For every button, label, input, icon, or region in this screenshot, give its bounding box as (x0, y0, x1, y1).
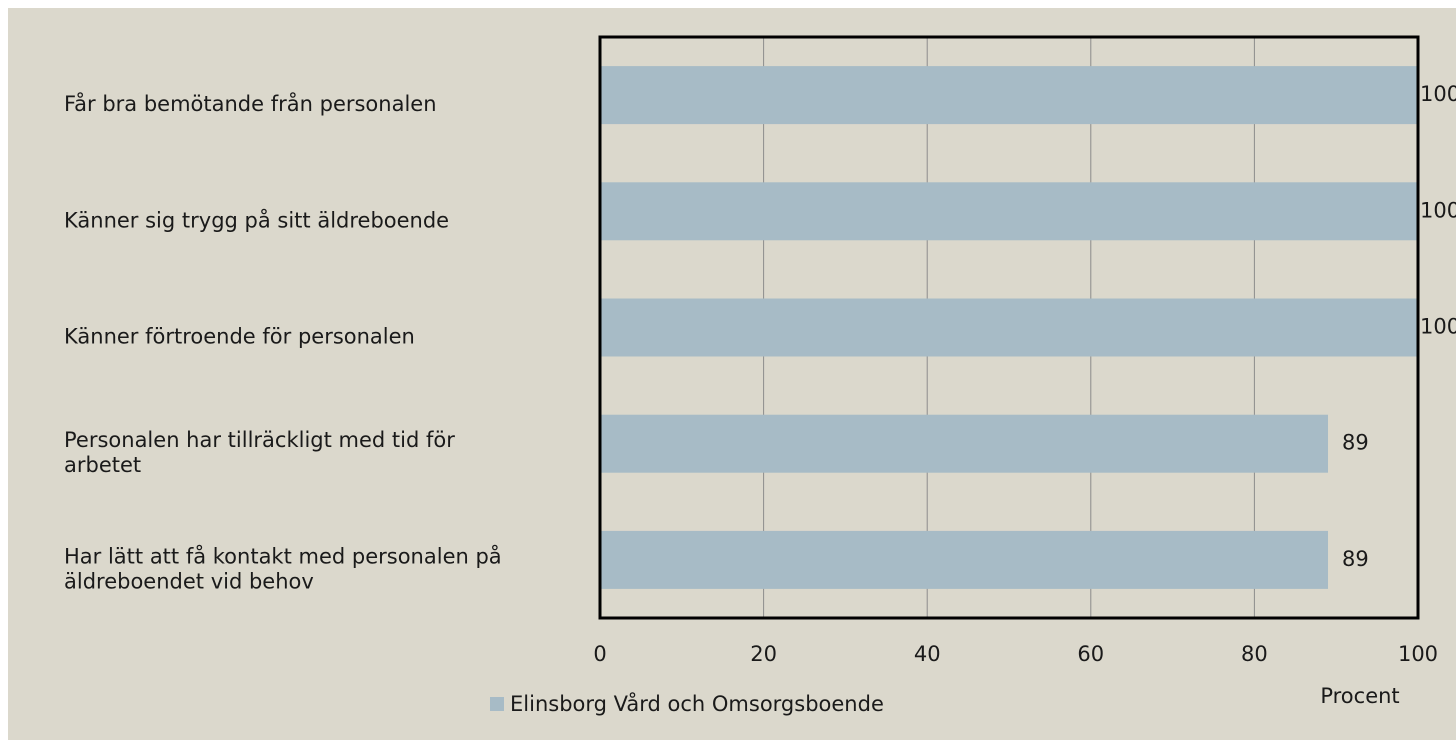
x-tick-label: 20 (750, 642, 777, 666)
bar (600, 182, 1418, 241)
x-axis-label: Procent (1320, 684, 1399, 708)
x-tick-label: 40 (914, 642, 941, 666)
bar (600, 530, 1329, 589)
y-tick-label: Känner förtroende för personalen (64, 325, 415, 349)
data-label: 89 (1342, 431, 1369, 455)
bar (600, 298, 1418, 357)
y-tick-label: Har lätt att få kontakt med personalen p… (64, 543, 502, 593)
legend-label: Elinsborg Vård och Omsorgsboende (510, 691, 884, 716)
data-label: 100 (1420, 198, 1456, 222)
y-tick-label: Får bra bemötande från personalen (64, 91, 437, 116)
data-label: 89 (1342, 547, 1369, 571)
x-tick-label: 60 (1077, 642, 1104, 666)
legend-swatch (490, 697, 504, 711)
data-label: 100 (1420, 82, 1456, 106)
x-tick-label: 100 (1398, 642, 1438, 666)
bar (600, 66, 1418, 125)
plot-frame (598, 35, 1420, 620)
data-label: 100 (1420, 315, 1456, 339)
x-tick-label: 0 (593, 642, 606, 666)
x-tick-label: 80 (1241, 642, 1268, 666)
y-tick-label: Känner sig trygg på sitt äldreboende (64, 207, 449, 232)
bar (600, 414, 1329, 473)
y-tick-label: Personalen har tillräckligt med tid för a… (64, 428, 455, 477)
